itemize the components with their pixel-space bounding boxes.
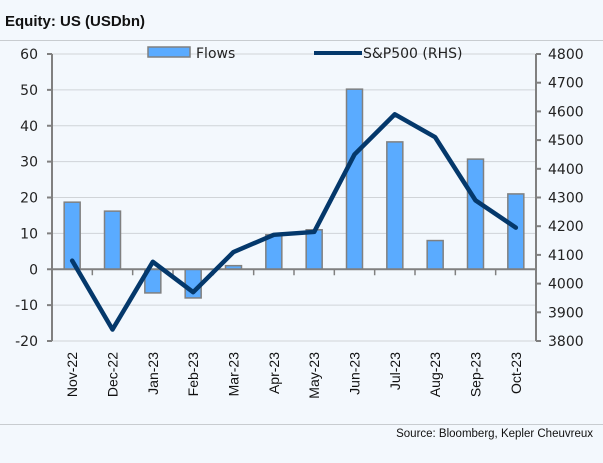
x-category-label: May-23 [306, 352, 322, 399]
line-sp500 [69, 112, 519, 332]
y-left-tick-label: 30 [20, 155, 38, 171]
y-left-tick-label: 60 [20, 47, 38, 63]
bottom-divider [0, 424, 603, 425]
y-right-tick-label: 4600 [548, 104, 584, 120]
bar-flows [386, 141, 404, 270]
y-right-tick-label: 4400 [548, 162, 584, 178]
y-right-tick-label: 4300 [548, 191, 584, 207]
x-category-label: Aug-23 [427, 352, 443, 397]
legend: Flows S&P500 (RHS) [147, 46, 462, 62]
y-right-tick-label: 3800 [548, 334, 584, 350]
y-right-tick-label: 4700 [548, 76, 584, 92]
bar-flows [103, 210, 122, 271]
x-category-label: Sep-23 [468, 352, 484, 397]
y-left-tick-label: 10 [20, 226, 38, 242]
y-right-tick-label: 4500 [548, 133, 584, 149]
y-left-tick-label: 20 [20, 191, 38, 207]
x-category-label: Jul-23 [387, 352, 403, 390]
x-category-label: Dec-22 [105, 352, 121, 397]
line-series [69, 112, 519, 332]
bar-flows [345, 88, 364, 270]
bar-flows [507, 193, 525, 271]
y-right-tick-label: 4100 [548, 248, 584, 264]
x-category-label: Apr-23 [266, 352, 282, 394]
x-axis-labels: Nov-22 Dec-22 Jan-23 Feb-23 Mar-23 Apr-23 May-… [64, 352, 524, 399]
y-left-tick-label: -10 [15, 298, 38, 314]
gridlines [52, 53, 536, 342]
legend-flows-label: Flows [196, 46, 235, 62]
legend-sp500-label: S&P500 (RHS) [363, 46, 462, 62]
axes [47, 53, 541, 342]
y-left-tick-label: -20 [15, 334, 38, 350]
x-category-label: Nov-22 [64, 352, 80, 397]
x-category-label: Oct-23 [508, 352, 524, 394]
bar-flows [426, 239, 444, 271]
y-right-tick-label: 4000 [548, 277, 584, 293]
y-left-tick-label: 50 [20, 83, 38, 99]
y-axis-left-labels: 60 50 40 30 20 10 0 -10 -20 [15, 47, 38, 350]
source-note: Source: Bloomberg, Kepler Cheuvreux [396, 428, 593, 440]
y-left-tick-label: 40 [20, 119, 38, 135]
legend-flows-swatch [147, 46, 191, 58]
x-category-label: Feb-23 [185, 352, 201, 397]
x-category-label: Jun-23 [347, 352, 363, 395]
x-category-label: Mar-23 [226, 352, 242, 397]
bar-flows [305, 229, 323, 271]
top-divider [0, 40, 603, 41]
y-right-tick-label: 4200 [548, 219, 584, 235]
bar-flows [466, 158, 485, 271]
bar-flows [265, 234, 283, 270]
chart-svg: 60 50 40 30 20 10 0 -10 -20 4800 4700 4600 4500 4400… [15, 46, 584, 399]
y-left-tick-label: 0 [29, 262, 38, 278]
chart-title: Equity: US (USDbn) [5, 13, 145, 30]
y-axis-right-labels: 4800 4700 4600 4500 4400 4300 4200 4100 4000 3900… [548, 47, 584, 350]
y-right-tick-label: 4800 [548, 47, 584, 63]
x-category-label: Jan-23 [145, 352, 161, 395]
y-right-tick-label: 3900 [548, 305, 584, 321]
bars [63, 88, 525, 299]
